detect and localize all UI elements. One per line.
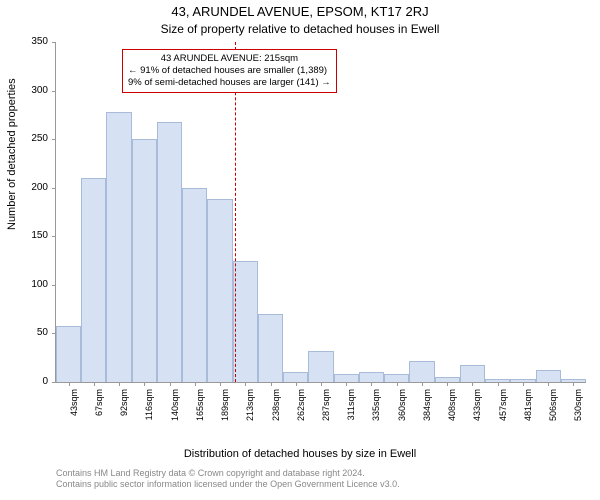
x-tick-label: 67sqm [94,389,104,439]
x-tick-mark [397,382,398,386]
x-tick-mark [94,382,95,386]
x-tick-mark [220,382,221,386]
x-tick-mark [296,382,297,386]
y-tick-label: 200 [8,182,48,193]
x-tick-label: 262sqm [296,389,306,439]
y-tick-label: 300 [8,85,48,96]
x-tick-mark [321,382,322,386]
x-tick-mark [422,382,423,386]
footer-line-2: Contains public sector information licen… [56,479,400,490]
y-tick-mark [52,236,56,237]
x-tick-label: 311sqm [346,389,356,439]
x-tick-label: 92sqm [119,389,129,439]
x-tick-mark [498,382,499,386]
y-tick-label: 350 [8,36,48,47]
footer-line-1: Contains HM Land Registry data © Crown c… [56,468,400,479]
histogram-bar [106,112,131,382]
plot-inner: 05010015020025030035043sqm67sqm92sqm116s… [55,42,586,383]
chart-container: 43, ARUNDEL AVENUE, EPSOM, KT17 2RJ Size… [0,0,600,500]
annotation-line: 43 ARUNDEL AVENUE: 215sqm [128,53,331,65]
x-tick-mark [371,382,372,386]
x-tick-label: 189sqm [220,389,230,439]
footer-attribution: Contains HM Land Registry data © Crown c… [56,468,400,490]
y-tick-mark [52,285,56,286]
chart-subtitle: Size of property relative to detached ho… [0,22,600,36]
histogram-bar [81,178,106,382]
histogram-bar [409,361,434,382]
histogram-bar [182,188,207,382]
x-tick-mark [69,382,70,386]
y-tick-label: 150 [8,230,48,241]
x-tick-mark [271,382,272,386]
x-tick-label: 43sqm [69,389,79,439]
reference-line [235,42,236,382]
x-tick-label: 506sqm [548,389,558,439]
y-tick-mark [52,188,56,189]
annotation-line: 9% of semi-detached houses are larger (1… [128,77,331,89]
histogram-bar [132,139,157,382]
x-tick-mark [195,382,196,386]
histogram-bar [233,261,258,382]
plot-area: 05010015020025030035043sqm67sqm92sqm116s… [55,42,585,412]
x-tick-label: 116sqm [144,389,154,439]
x-tick-label: 213sqm [245,389,255,439]
annotation-line: ← 91% of detached houses are smaller (1,… [128,65,331,77]
annotation-box: 43 ARUNDEL AVENUE: 215sqm← 91% of detach… [122,49,337,93]
histogram-bar [207,199,232,382]
histogram-bar [283,372,308,382]
x-tick-mark [346,382,347,386]
x-tick-mark [170,382,171,386]
y-tick-mark [52,139,56,140]
x-tick-mark [447,382,448,386]
y-axis-label: Number of detached properties [6,78,18,230]
x-tick-label: 408sqm [447,389,457,439]
y-tick-mark [52,42,56,43]
y-tick-label: 50 [8,327,48,338]
y-tick-label: 100 [8,279,48,290]
x-tick-mark [144,382,145,386]
x-tick-mark [548,382,549,386]
x-tick-label: 238sqm [271,389,281,439]
x-tick-label: 165sqm [195,389,205,439]
y-tick-label: 0 [8,376,48,387]
x-tick-label: 530sqm [573,389,583,439]
histogram-bar [334,374,359,382]
x-tick-mark [245,382,246,386]
x-tick-mark [119,382,120,386]
x-tick-mark [472,382,473,386]
x-tick-label: 433sqm [472,389,482,439]
x-tick-label: 457sqm [498,389,508,439]
x-axis-label: Distribution of detached houses by size … [0,448,600,460]
x-tick-mark [573,382,574,386]
y-tick-mark [52,382,56,383]
histogram-bar [258,314,283,382]
x-tick-label: 360sqm [397,389,407,439]
x-tick-label: 481sqm [523,389,533,439]
x-tick-label: 335sqm [371,389,381,439]
x-tick-label: 384sqm [422,389,432,439]
histogram-bar [157,122,182,382]
histogram-bar [56,326,81,382]
x-tick-label: 140sqm [170,389,180,439]
x-tick-mark [523,382,524,386]
histogram-bar [308,351,333,382]
y-tick-label: 250 [8,133,48,144]
histogram-bar [384,374,409,382]
histogram-bar [536,370,561,382]
histogram-bar [460,365,485,382]
histogram-bar [359,372,384,382]
page-title: 43, ARUNDEL AVENUE, EPSOM, KT17 2RJ [0,4,600,19]
x-tick-label: 287sqm [321,389,331,439]
y-tick-mark [52,91,56,92]
